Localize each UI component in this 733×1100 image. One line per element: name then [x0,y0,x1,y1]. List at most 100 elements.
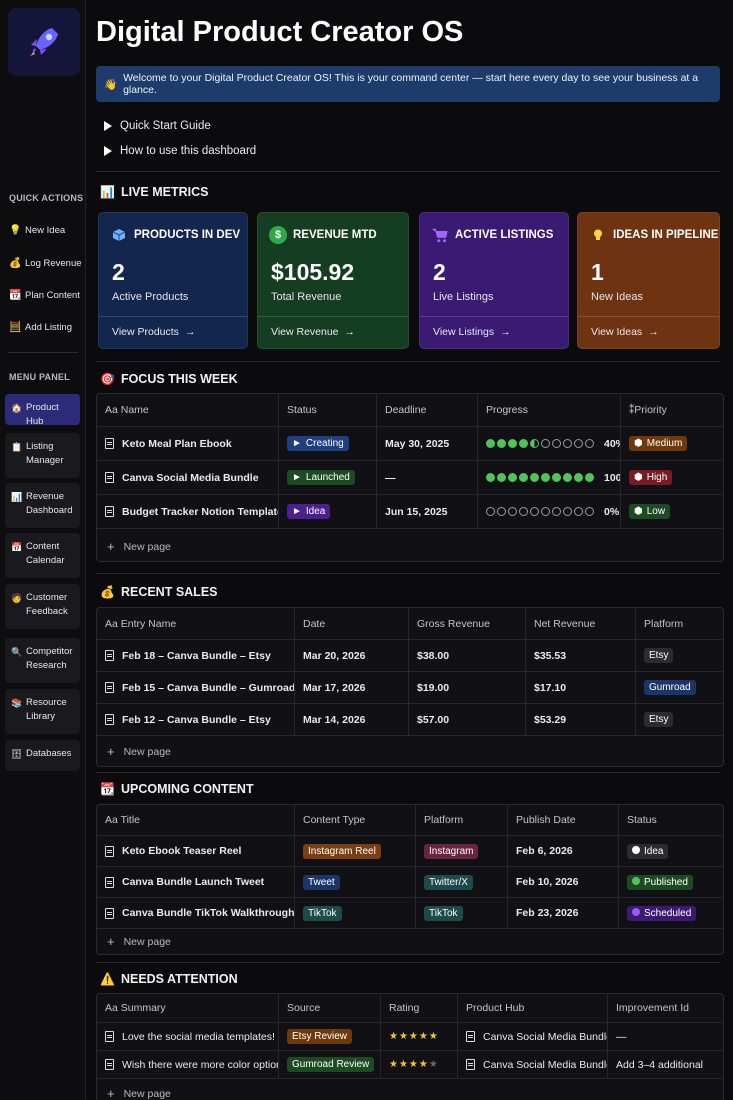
column-header[interactable]: Source [278,994,380,1022]
column-header[interactable]: Aa Entry Name [105,617,177,630]
tag[interactable]: Etsy Review [287,1029,353,1044]
plus-icon: + [107,1086,115,1100]
column-header[interactable]: Platform [415,805,507,835]
tag[interactable]: Idea [627,843,669,859]
card-link[interactable]: View Listings → [433,326,511,338]
tag[interactable]: ► Idea [287,504,331,519]
column-header[interactable]: Product Hub [457,994,607,1022]
column-header[interactable]: Publish Date [507,805,618,835]
new-page-button[interactable]: + New page [107,539,171,554]
progress-dot [563,473,572,482]
card-link[interactable]: View Products → [112,326,195,338]
new-page-button[interactable]: + New page [107,1086,171,1100]
sidebar-item-competitor-research[interactable]: 🔍 Competitor Research [5,638,80,683]
column-header[interactable]: ⁑Priority [620,394,723,426]
tag[interactable]: Tweet [303,874,340,890]
plan-content-action[interactable]: 📆 Plan Content [9,290,80,301]
tag[interactable]: Instagram Reel [303,843,381,859]
quick-start-toggle[interactable]: Quick Start Guide [104,120,211,132]
table-row[interactable]: Feb 12 – Canva Bundle – Etsy Mar 14, 2026… [97,704,723,736]
sidebar: QUICK ACTIONS 💡 New Idea 💰 Log Revenue 📆 Pl… [0,0,86,1100]
tag[interactable]: ► Launched [287,470,355,485]
cell-text: — [616,1030,627,1043]
content-table: Aa Title Content Type Platform Publish Date… [96,804,724,955]
column-header[interactable]: Rating [380,994,457,1022]
card-value: 2 [112,259,125,285]
section-title: UPCOMING CONTENT [120,782,254,796]
column-header[interactable]: Aa Name [105,404,149,416]
cell-text: Feb 23, 2026 [516,907,579,919]
column-header[interactable]: Content Type [294,805,415,835]
linked-product[interactable]: Canva Social Media Bundle [483,1030,607,1043]
column-header[interactable]: Improvement Id [607,994,723,1022]
tag[interactable]: Twitter/X [424,874,473,890]
sidebar-item-customer-feedback[interactable]: 🧑 Customer Feedback [5,584,80,629]
table-cell: Etsy Review [278,1023,380,1050]
tag[interactable]: Gumroad [644,680,696,695]
new-page-button[interactable]: + New page [107,744,171,759]
card-title: REVENUE MTD [293,229,377,241]
table-row[interactable]: Wish there were more color options Gumroa… [97,1051,723,1079]
linked-product[interactable]: Canva Social Media Bundle [483,1058,607,1071]
cell-text: $57.00 [417,713,450,726]
sidebar-item-databases[interactable]: 🗄 Databases [5,740,80,771]
recent-sales-heading: 💰 RECENT SALES [100,585,218,599]
add-listing-action[interactable]: 🧮 Add Listing [9,322,72,333]
tag-label: Etsy [649,650,669,661]
table-row[interactable]: Keto Ebook Teaser Reel Instagram Reel Inst… [97,836,723,867]
plus-icon: + [107,744,115,759]
tag[interactable]: ⬢ Low [629,504,671,519]
column-header[interactable]: Status [278,394,376,426]
calendar-icon: 📆 [100,782,115,796]
tag[interactable]: ⬢ Medium [629,436,688,451]
column-header[interactable]: Aa Title [105,814,141,826]
table-cell: ⬢ Medium [620,427,723,460]
table-row[interactable]: Keto Meal Plan Ebook ► Creating May 30, 202… [97,427,723,461]
how-to-toggle[interactable]: How to use this dashboard [104,145,256,157]
abacus-icon: 🧮 [9,322,22,333]
tag[interactable]: Etsy [644,648,674,663]
log-revenue-action[interactable]: 💰 Log Revenue [9,258,82,269]
tag[interactable]: ► Creating [287,436,349,451]
table-row[interactable]: Feb 15 – Canva Bundle – Gumroad Mar 17, 2… [97,672,723,704]
column-header[interactable]: Gross Revenue [408,608,525,639]
tag[interactable]: Scheduled [627,905,697,921]
tag-label: Etsy Review [292,1031,348,1042]
table-row[interactable]: Feb 18 – Canva Bundle – Etsy Mar 20, 2026… [97,640,723,672]
column-header[interactable]: Net Revenue [525,608,635,639]
column-header[interactable]: Status [618,805,723,835]
table-row[interactable]: Canva Bundle Launch Tweet Tweet Twitter/X F… [97,867,723,898]
new-idea-action[interactable]: 💡 New Idea [9,225,65,236]
table-row[interactable]: Canva Bundle TikTok Walkthrough TikTok Tik… [97,898,723,929]
sidebar-item-revenue-dashboard[interactable]: 📊 Revenue Dashboard [5,483,80,528]
column-header[interactable]: Platform [635,608,723,639]
column-header[interactable]: Aa Summary [105,1002,166,1014]
sidebar-item-label: Resource Library [26,697,67,722]
column-header[interactable]: Progress [477,394,620,426]
card-link[interactable]: View Revenue → [271,326,355,338]
card-link[interactable]: View Ideas → [591,326,659,338]
quick-actions-heading: QUICK ACTIONS [9,193,84,203]
sidebar-item-resource-library[interactable]: 📚 Resource Library [5,689,80,734]
cube-icon [110,226,128,244]
table-cell: ⬢ Low [620,495,723,528]
priority-icon: ⬢ [634,472,643,483]
tag[interactable]: Gumroad Review [287,1057,375,1072]
table-row[interactable]: Canva Social Media Bundle ►Launched — 100% ⬢… [97,461,723,495]
cell-text: Mar 14, 2026 [303,713,366,726]
column-header[interactable]: Deadline [376,394,477,426]
sidebar-item-listing-manager[interactable]: 📋 Listing Manager [5,433,80,478]
column-header[interactable]: Date [294,608,408,639]
tag[interactable]: Instagram [424,843,479,859]
table-row[interactable]: Love the social media templates! Etsy Rev… [97,1023,723,1051]
new-page-button[interactable]: + New page [107,934,171,949]
tag[interactable]: TikTok [303,905,342,921]
rocket-logo-icon [8,8,80,76]
tag[interactable]: Etsy [644,712,674,727]
tag[interactable]: Published [627,874,693,890]
sidebar-item-product-hub[interactable]: 🏠 Product Hub [5,394,80,427]
sidebar-item-content-calendar[interactable]: 📅 Content Calendar [5,533,80,578]
table-row[interactable]: Budget Tracker Notion Template ► Idea Jun 1… [97,495,723,529]
tag[interactable]: ⬢ High [629,470,673,485]
tag[interactable]: TikTok [424,905,463,921]
